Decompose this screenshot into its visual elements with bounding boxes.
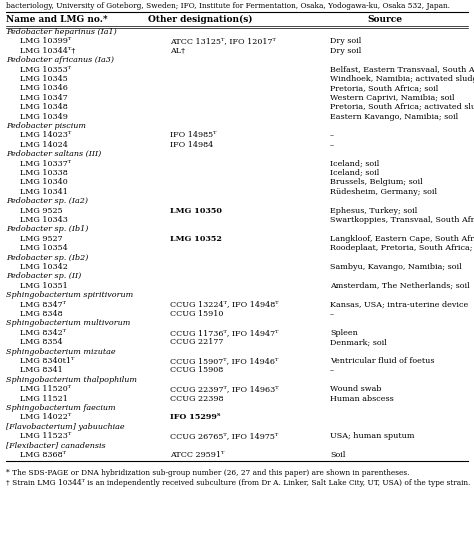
Text: Rüdesheim, Germany; soil: Rüdesheim, Germany; soil <box>330 188 437 196</box>
Text: LMG 10337ᵀ: LMG 10337ᵀ <box>20 160 71 167</box>
Text: CCUG 15910: CCUG 15910 <box>170 310 223 318</box>
Text: Pretoria, South Africa; soil: Pretoria, South Africa; soil <box>330 84 438 92</box>
Text: LMG 9525: LMG 9525 <box>20 207 63 214</box>
Text: Pedobacter sp. (Ia2): Pedobacter sp. (Ia2) <box>6 197 88 205</box>
Text: Iceland; soil: Iceland; soil <box>330 169 379 177</box>
Text: IFO 15299ᵀ: IFO 15299ᵀ <box>170 414 220 421</box>
Text: Soil: Soil <box>330 451 346 459</box>
Text: Name and LMG no.*: Name and LMG no.* <box>6 15 108 24</box>
Text: Eastern Kavango, Namibia; soil: Eastern Kavango, Namibia; soil <box>330 113 458 120</box>
Text: LMG 10338: LMG 10338 <box>20 169 68 177</box>
Text: Other designation(s): Other designation(s) <box>148 14 252 24</box>
Text: Belfast, Eastern Transvaal, South Africa; soil: Belfast, Eastern Transvaal, South Africa… <box>330 66 474 74</box>
Text: AL†: AL† <box>170 47 185 55</box>
Text: LMG 11520ᵀ: LMG 11520ᵀ <box>20 385 71 393</box>
Text: –: – <box>330 131 334 139</box>
Text: Roodeplaat, Pretoria, South Africa; soil: Roodeplaat, Pretoria, South Africa; soil <box>330 244 474 252</box>
Text: –: – <box>330 141 334 149</box>
Text: LMG 10350: LMG 10350 <box>170 207 222 214</box>
Text: LMG 10340: LMG 10340 <box>20 178 68 187</box>
Text: Pedobacter sp. (Ib2): Pedobacter sp. (Ib2) <box>6 254 88 261</box>
Text: Iceland; soil: Iceland; soil <box>330 160 379 167</box>
Text: Brussels, Belgium; soil: Brussels, Belgium; soil <box>330 178 423 187</box>
Text: * The SDS-PAGE or DNA hybridization sub-group number (26, 27 and this paper) are: * The SDS-PAGE or DNA hybridization sub-… <box>6 469 410 476</box>
Text: LMG 10346: LMG 10346 <box>20 84 68 92</box>
Text: [Flavobacterium] yabuuchiae: [Flavobacterium] yabuuchiae <box>6 423 125 431</box>
Text: Dry soil: Dry soil <box>330 47 361 55</box>
Text: IFO 14985ᵀ: IFO 14985ᵀ <box>170 131 217 139</box>
Text: LMG 8354: LMG 8354 <box>20 338 63 346</box>
Text: Pedobacter piscium: Pedobacter piscium <box>6 122 86 130</box>
Text: Spleen: Spleen <box>330 329 358 337</box>
Text: CCUG 15908: CCUG 15908 <box>170 366 223 374</box>
Text: LMG 10352: LMG 10352 <box>170 235 222 243</box>
Text: ATCC 13125ᵀ, IFO 12017ᵀ: ATCC 13125ᵀ, IFO 12017ᵀ <box>170 37 276 45</box>
Text: Sphingobacterium mizutae: Sphingobacterium mizutae <box>6 347 116 356</box>
Text: LMG 10345: LMG 10345 <box>20 75 68 83</box>
Text: LMG 9527: LMG 9527 <box>20 235 63 243</box>
Text: Dry soil: Dry soil <box>330 37 361 45</box>
Text: CCUG 22398: CCUG 22398 <box>170 394 224 403</box>
Text: Sphingobacterium thalpophilum: Sphingobacterium thalpophilum <box>6 376 137 384</box>
Text: [Flexibacter] canadensis: [Flexibacter] canadensis <box>6 441 106 450</box>
Text: Western Caprivi, Namibia; soil: Western Caprivi, Namibia; soil <box>330 94 455 102</box>
Text: Langkloof, Eastern Cape, South Africa; soil: Langkloof, Eastern Cape, South Africa; s… <box>330 235 474 243</box>
Text: Pedobacter africanus (Ia3): Pedobacter africanus (Ia3) <box>6 56 114 64</box>
Text: LMG 8368ᵀ: LMG 8368ᵀ <box>20 451 66 459</box>
Text: LMG 8342ᵀ: LMG 8342ᵀ <box>20 329 66 337</box>
Text: Windhoek, Namibia; activated sludge: Windhoek, Namibia; activated sludge <box>330 75 474 83</box>
Text: Sphingobacterium multivorum: Sphingobacterium multivorum <box>6 319 130 328</box>
Text: IFO 14984: IFO 14984 <box>170 141 213 149</box>
Text: LMG 8348: LMG 8348 <box>20 310 63 318</box>
Text: –: – <box>330 310 334 318</box>
Text: CCUG 15907ᵀ, IFO 14946ᵀ: CCUG 15907ᵀ, IFO 14946ᵀ <box>170 357 278 365</box>
Text: LMG 8341: LMG 8341 <box>20 366 63 374</box>
Text: LMG 10351: LMG 10351 <box>20 282 68 290</box>
Text: Pedobacter heparinus (Ia1): Pedobacter heparinus (Ia1) <box>6 28 117 36</box>
Text: Swartkoppies, Transvaal, South Africa; soil: Swartkoppies, Transvaal, South Africa; s… <box>330 216 474 224</box>
Text: CCUG 11736ᵀ, IFO 14947ᵀ: CCUG 11736ᵀ, IFO 14947ᵀ <box>170 329 279 337</box>
Text: LMG 10354: LMG 10354 <box>20 244 68 252</box>
Text: LMG 14024: LMG 14024 <box>20 141 68 149</box>
Text: LMG 14023ᵀ: LMG 14023ᵀ <box>20 131 71 139</box>
Text: LMG 10347: LMG 10347 <box>20 94 68 102</box>
Text: LMG 10348: LMG 10348 <box>20 103 68 111</box>
Text: Pedobacter sp. (Ib1): Pedobacter sp. (Ib1) <box>6 225 88 234</box>
Text: ATCC 29591ᵀ: ATCC 29591ᵀ <box>170 451 224 459</box>
Text: LMG 14022ᵀ: LMG 14022ᵀ <box>20 414 71 421</box>
Text: Ventricular fluid of foetus: Ventricular fluid of foetus <box>330 357 435 365</box>
Text: Human abscess: Human abscess <box>330 394 394 403</box>
Text: CCUG 22177: CCUG 22177 <box>170 338 223 346</box>
Text: LMG 11523ᵀ: LMG 11523ᵀ <box>20 432 71 440</box>
Text: LMG 8347ᵀ: LMG 8347ᵀ <box>20 301 66 309</box>
Text: LMG 11521: LMG 11521 <box>20 394 68 403</box>
Text: Ephesus, Turkey; soil: Ephesus, Turkey; soil <box>330 207 417 214</box>
Text: USA; human sputum: USA; human sputum <box>330 432 414 440</box>
Text: CCUG 22397ᵀ, IFO 14963ᵀ: CCUG 22397ᵀ, IFO 14963ᵀ <box>170 385 279 393</box>
Text: Amsterdam, The Netherlands; soil: Amsterdam, The Netherlands; soil <box>330 282 470 290</box>
Text: Pedobacter sp. (II): Pedobacter sp. (II) <box>6 272 81 281</box>
Text: LMG 10344ᵀ†: LMG 10344ᵀ† <box>20 47 75 55</box>
Text: LMG 10343: LMG 10343 <box>20 216 68 224</box>
Text: Kansas, USA; intra-uterine device: Kansas, USA; intra-uterine device <box>330 301 468 309</box>
Text: Sphingobacterium spiritivorum: Sphingobacterium spiritivorum <box>6 291 133 299</box>
Text: † Strain LMG 10344ᵀ is an independently received subculture (from Dr A. Linker, : † Strain LMG 10344ᵀ is an independently … <box>6 479 470 487</box>
Text: CCUG 26765ᵀ, IFO 14975ᵀ: CCUG 26765ᵀ, IFO 14975ᵀ <box>170 432 278 440</box>
Text: bacteriology, University of Goteborg, Sweden; IFO, Institute for Fermentation, O: bacteriology, University of Goteborg, Sw… <box>6 2 450 10</box>
Text: –: – <box>330 366 334 374</box>
Text: Source: Source <box>367 15 402 24</box>
Text: LMG 10399ᵀ: LMG 10399ᵀ <box>20 37 71 45</box>
Text: LMG 10349: LMG 10349 <box>20 113 68 120</box>
Text: Pretoria, South Africa; activated sludge: Pretoria, South Africa; activated sludge <box>330 103 474 111</box>
Text: Sphingobacterium faecium: Sphingobacterium faecium <box>6 404 116 412</box>
Text: Pedobacter saltans (III): Pedobacter saltans (III) <box>6 150 101 158</box>
Text: LMG 10353ᵀ: LMG 10353ᵀ <box>20 66 71 74</box>
Text: LMG 10341: LMG 10341 <box>20 188 68 196</box>
Text: LMG 10342: LMG 10342 <box>20 263 68 271</box>
Text: Sambyu, Kavango, Namibia; soil: Sambyu, Kavango, Namibia; soil <box>330 263 462 271</box>
Text: LMG 8340t1ᵀ: LMG 8340t1ᵀ <box>20 357 74 365</box>
Text: Wound swab: Wound swab <box>330 385 382 393</box>
Text: CCUG 13224ᵀ, IFO 14948ᵀ: CCUG 13224ᵀ, IFO 14948ᵀ <box>170 301 279 309</box>
Text: Denmark; soil: Denmark; soil <box>330 338 387 346</box>
